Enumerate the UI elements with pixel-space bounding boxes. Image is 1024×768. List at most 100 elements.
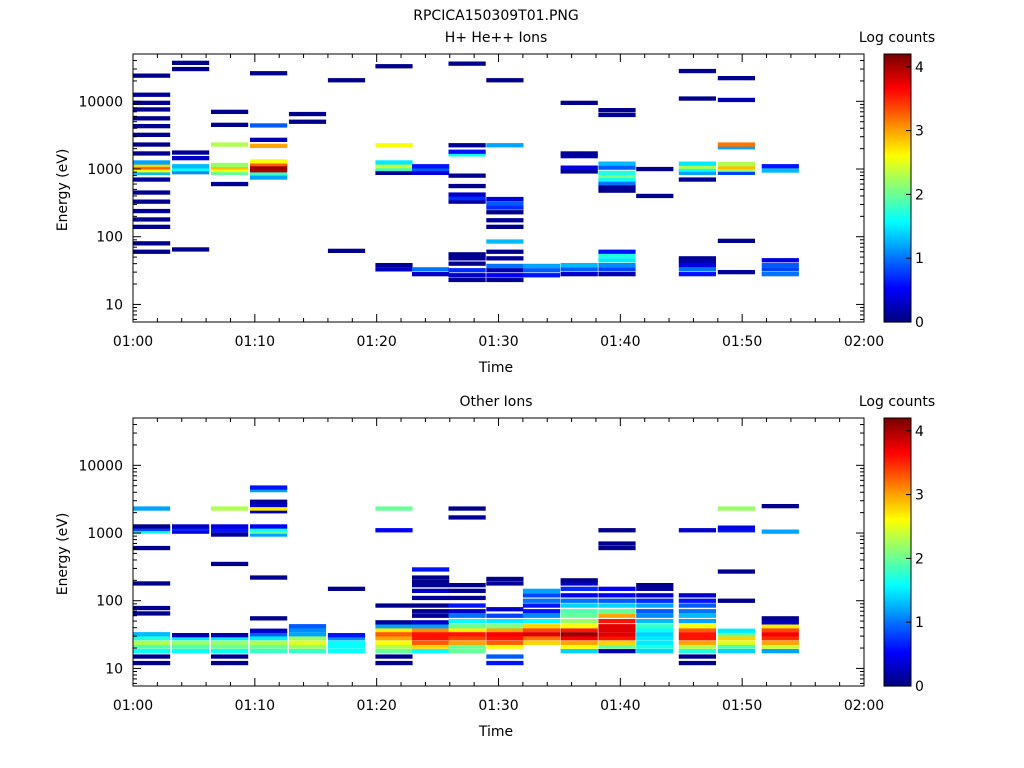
heatmap-cell	[250, 509, 288, 514]
heatmap-cell	[250, 499, 288, 504]
heatmap-cell	[448, 252, 486, 257]
colorbar-swatch	[884, 64, 911, 68]
colorbar-swatch	[884, 587, 911, 591]
heatmap-cell	[172, 633, 210, 638]
heatmap-cell	[636, 644, 674, 649]
x-tick-label: 01:40	[600, 698, 640, 714]
colorbar-swatch	[884, 265, 911, 269]
colorbar-swatch	[884, 267, 911, 271]
colorbar-swatch	[884, 612, 911, 616]
colorbar-tick-label: 4	[915, 60, 924, 76]
heatmap-cell	[522, 273, 561, 278]
heatmap-cell	[375, 267, 413, 272]
colorbar-swatch	[884, 438, 911, 442]
heatmap-cell	[133, 636, 171, 641]
heatmap-cell	[678, 624, 716, 629]
colorbar-swatch	[884, 79, 911, 82]
y-tick-label: 10000	[78, 94, 123, 110]
heatmap-cell	[560, 632, 598, 637]
colorbar-swatch	[884, 148, 911, 151]
heatmap-cell	[448, 173, 486, 178]
colorbar-swatch	[884, 650, 911, 654]
colorbar-swatch	[884, 472, 911, 476]
heatmap-cell	[172, 66, 210, 72]
heatmap-cell	[522, 636, 561, 641]
heatmap-cell	[717, 162, 755, 167]
colorbar-swatch	[884, 229, 911, 233]
colorbar-swatch	[884, 656, 911, 660]
heatmap-cell	[133, 124, 171, 129]
colorbar-swatch	[884, 577, 911, 580]
colorbar-swatch	[884, 560, 911, 564]
heatmap-cell	[522, 613, 561, 618]
heatmap-cell	[172, 164, 210, 169]
heatmap-cell	[448, 644, 486, 649]
colorbar-swatch	[884, 181, 911, 185]
heatmap-cell	[133, 170, 171, 175]
heatmap-cell	[448, 588, 486, 593]
heatmap-cell	[133, 107, 171, 112]
x-axis-label-h-he-ions: Time	[478, 360, 513, 376]
heatmap-cell	[560, 581, 598, 586]
heatmap-cell	[486, 607, 524, 612]
heatmap-cell	[598, 632, 636, 637]
heatmap-cell	[636, 593, 674, 598]
colorbar-swatch	[884, 282, 911, 285]
heatmap-cell	[717, 270, 755, 275]
heatmap-cell	[133, 151, 171, 156]
colorbar-swatch	[884, 58, 911, 61]
colorbar-swatch	[884, 606, 911, 610]
heatmap-cell	[486, 239, 524, 244]
heatmap-cell	[761, 620, 799, 625]
colorbar-swatch	[884, 100, 911, 103]
colorbar-swatch	[884, 619, 911, 622]
colorbar-swatch	[884, 301, 911, 304]
heatmap-cell	[288, 624, 327, 629]
colorbar-label-h-he-ions: Log counts	[859, 30, 935, 46]
colorbar-swatch	[884, 66, 911, 70]
heatmap-cell	[717, 525, 755, 530]
colorbar-swatch	[884, 633, 911, 637]
heatmap-cell	[172, 644, 210, 649]
colorbar-swatch	[884, 198, 911, 202]
colorbar-swatch	[884, 466, 911, 469]
colorbar-swatch	[884, 644, 911, 647]
heatmap-cell	[375, 620, 413, 625]
heatmap-cell	[288, 111, 327, 117]
colorbar-swatch	[884, 54, 911, 57]
heatmap-cell	[678, 640, 716, 645]
heatmap-cell	[133, 545, 171, 551]
heatmap-cell	[486, 644, 524, 649]
heatmap-cell	[172, 640, 210, 645]
colorbar-swatch	[884, 273, 911, 277]
colorbar-swatch	[884, 242, 911, 246]
heatmap-cell	[598, 586, 636, 591]
panel-title-other-ions: Other Ions	[459, 394, 532, 410]
heatmap-cell	[761, 649, 799, 654]
heatmap-cell	[250, 532, 288, 537]
heatmap-cell	[412, 267, 450, 272]
heatmap-cell	[678, 528, 716, 533]
colorbar-swatch	[884, 248, 911, 252]
colorbar-other-ions: 0 1 2 3 4	[883, 417, 924, 695]
heatmap-cell	[133, 73, 171, 78]
heatmap-cell	[560, 586, 598, 591]
heatmap-cell	[761, 632, 799, 637]
heatmap-cell	[211, 528, 249, 533]
heatmap-cell	[560, 578, 598, 583]
y-tick-label: 10	[105, 661, 123, 677]
x-tick-label: 01:40	[600, 334, 640, 350]
heatmap-cell	[678, 68, 716, 74]
heatmap-cell	[717, 628, 755, 633]
colorbar-swatch	[884, 188, 911, 191]
colorbar-swatch	[884, 459, 911, 463]
colorbar-swatch	[884, 675, 911, 679]
heatmap-cell	[172, 247, 210, 252]
heatmap-cell	[598, 649, 636, 654]
heatmap-cell	[598, 170, 636, 175]
colorbar-swatch	[884, 627, 911, 631]
heatmap-cell	[211, 532, 249, 537]
colorbar-swatch	[884, 255, 911, 258]
x-tick-label: 01:30	[478, 334, 518, 350]
y-tick-label: 1000	[87, 526, 123, 542]
